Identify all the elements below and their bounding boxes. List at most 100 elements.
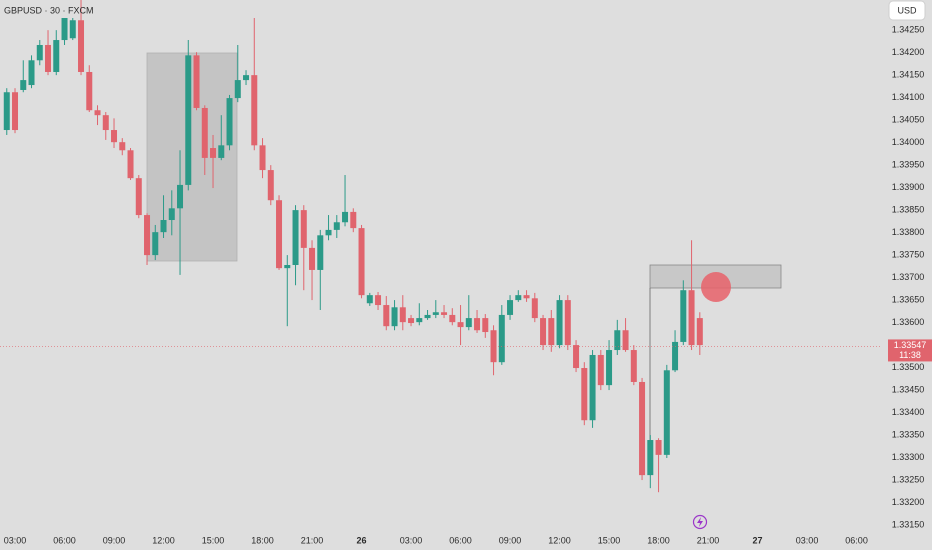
candle-body bbox=[325, 229, 332, 236]
y-tick-label: 1.33800 bbox=[892, 227, 925, 237]
x-tick-label: 18:00 bbox=[647, 535, 670, 545]
y-tick-label: 1.34050 bbox=[892, 115, 925, 125]
y-tick-label: 1.33950 bbox=[892, 159, 925, 169]
x-tick-label: 18:00 bbox=[251, 535, 274, 545]
candle-body bbox=[259, 145, 266, 171]
y-tick-label: 1.33350 bbox=[892, 429, 925, 439]
currency-button[interactable] bbox=[888, 0, 926, 21]
y-tick-label: 1.33400 bbox=[892, 407, 925, 417]
y-tick-label: 1.33300 bbox=[892, 452, 925, 462]
currency-label: USD bbox=[897, 5, 917, 15]
candle-body bbox=[597, 354, 604, 386]
candle-body bbox=[614, 330, 621, 351]
candle-body bbox=[457, 322, 464, 328]
candle-body bbox=[696, 318, 703, 346]
candle-body bbox=[630, 350, 637, 382]
candle-body bbox=[399, 307, 406, 323]
candle-body bbox=[573, 345, 580, 369]
countdown-label: 11:38 bbox=[899, 350, 921, 360]
candle-body bbox=[498, 314, 505, 363]
candle-body bbox=[333, 222, 340, 230]
candle-body bbox=[185, 55, 192, 185]
candle-body bbox=[243, 75, 250, 81]
candle-body bbox=[152, 232, 159, 256]
candle-body bbox=[78, 20, 85, 72]
x-tick-label: 09:00 bbox=[499, 535, 522, 545]
candle-body bbox=[490, 330, 497, 363]
candle-body bbox=[663, 370, 670, 455]
candle-body bbox=[168, 208, 175, 221]
y-tick-label: 1.33250 bbox=[892, 474, 925, 484]
candle-body bbox=[672, 341, 679, 371]
candle-body bbox=[465, 318, 472, 328]
drawn-circle[interactable] bbox=[701, 272, 731, 302]
candle-body bbox=[564, 300, 571, 346]
alert-bolt bbox=[697, 517, 703, 527]
candle-body bbox=[548, 318, 555, 346]
candle-body bbox=[432, 312, 439, 315]
candle-body bbox=[201, 107, 208, 158]
candle-body bbox=[408, 318, 415, 324]
candle-body bbox=[391, 307, 398, 327]
candle-body bbox=[36, 44, 43, 61]
candle-body bbox=[218, 145, 225, 158]
candle-body bbox=[53, 40, 60, 72]
candle-body bbox=[622, 330, 629, 351]
y-tick-label: 1.33450 bbox=[892, 384, 925, 394]
y-tick-label: 1.33900 bbox=[892, 182, 925, 192]
candles bbox=[3, 0, 703, 493]
alert-icon[interactable] bbox=[692, 514, 708, 530]
x-tick-label: 03:00 bbox=[4, 535, 27, 545]
candle-body bbox=[28, 60, 35, 86]
candle-body bbox=[251, 75, 258, 146]
y-tick-label: 1.34250 bbox=[892, 25, 925, 35]
last-price-box bbox=[888, 339, 932, 362]
candle-body bbox=[507, 300, 514, 315]
candle-body bbox=[292, 210, 299, 265]
last-price-label: 1.33547 bbox=[894, 340, 927, 350]
candle-body bbox=[416, 318, 423, 323]
candle-body bbox=[540, 318, 547, 346]
x-tick-label: 09:00 bbox=[103, 535, 126, 545]
candle-body bbox=[234, 80, 241, 99]
x-tick-label: 15:00 bbox=[598, 535, 621, 545]
y-tick-label: 1.33700 bbox=[892, 272, 925, 282]
candle-body bbox=[358, 228, 365, 296]
x-tick-label: 06:00 bbox=[845, 535, 868, 545]
candle-body bbox=[589, 354, 596, 421]
y-tick-label: 1.33150 bbox=[892, 519, 925, 529]
candle-body bbox=[375, 295, 382, 306]
y-tick-label: 1.34000 bbox=[892, 137, 925, 147]
x-tick-label: 12:00 bbox=[152, 535, 175, 545]
candle-body bbox=[267, 170, 274, 201]
x-tick-label: 26 bbox=[357, 535, 367, 545]
x-tick-label: 21:00 bbox=[301, 535, 324, 545]
candle-body bbox=[210, 148, 217, 158]
candle-body bbox=[606, 350, 613, 386]
x-tick-label: 12:00 bbox=[548, 535, 571, 545]
candle-body bbox=[111, 130, 118, 143]
candle-body bbox=[350, 211, 357, 229]
candle-body bbox=[12, 92, 19, 131]
x-tick-label: 21:00 bbox=[697, 535, 720, 545]
y-tick-label: 1.33750 bbox=[892, 249, 925, 259]
candle-body bbox=[226, 98, 233, 146]
x-tick-label: 27 bbox=[753, 535, 763, 545]
candle-body bbox=[515, 295, 522, 301]
y-tick-label: 1.33650 bbox=[892, 294, 925, 304]
candle-body bbox=[383, 305, 390, 327]
candle-body bbox=[20, 80, 27, 90]
candle-body bbox=[317, 235, 324, 270]
candle-body bbox=[135, 178, 142, 216]
x-tick-label: 15:00 bbox=[202, 535, 225, 545]
candle-body bbox=[449, 314, 456, 323]
y-tick-label: 1.33200 bbox=[892, 497, 925, 507]
candle-body bbox=[424, 314, 431, 319]
x-tick-label: 06:00 bbox=[53, 535, 76, 545]
candle-body bbox=[69, 20, 76, 39]
candle-body bbox=[144, 215, 151, 256]
candle-body bbox=[309, 247, 316, 270]
candle-body bbox=[45, 44, 52, 72]
